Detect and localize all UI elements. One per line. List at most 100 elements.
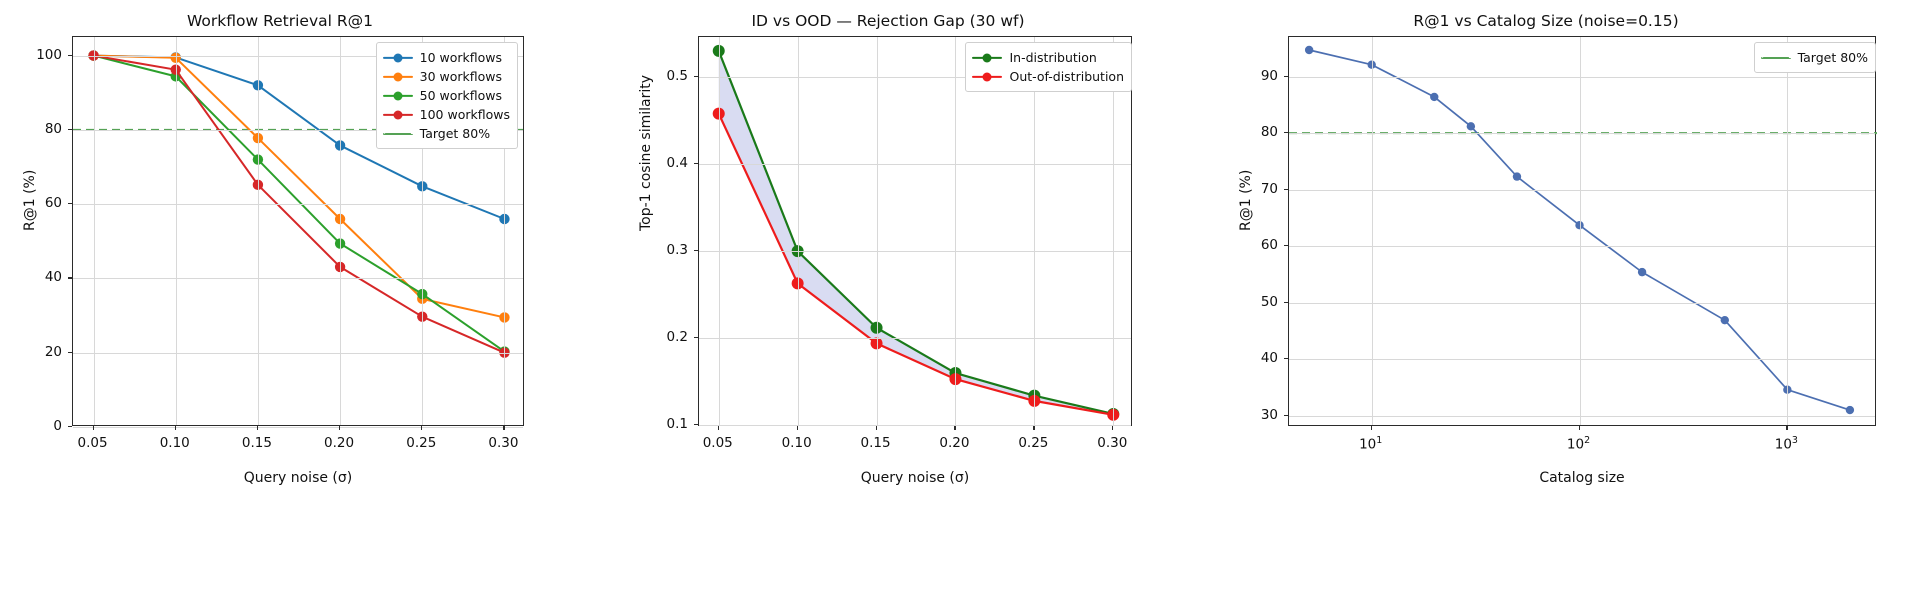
legend-item-label: 10 workflows <box>419 50 503 65</box>
y-tick-label: 100 <box>36 46 62 63</box>
x-tick-mark <box>1786 426 1788 430</box>
y-tick-label: 30 <box>1260 406 1278 423</box>
legend-item[interactable]: In-distribution <box>972 48 1124 67</box>
grid-line-vertical <box>955 37 957 425</box>
grid-line-horizontal <box>73 129 523 131</box>
panel-title: ID vs OOD — Rejection Gap (30 wf) <box>751 12 1025 30</box>
legend-item-label: Target 80% <box>1797 50 1868 65</box>
grid-line-horizontal <box>699 251 1131 253</box>
y-tick-mark <box>694 424 698 426</box>
legend-line-marker-icon <box>972 71 1003 83</box>
x-tick-mark <box>421 426 423 430</box>
plot-area <box>1288 36 1877 426</box>
y-tick-mark <box>694 250 698 252</box>
grid-line-vertical <box>1113 37 1115 425</box>
legend-item[interactable]: Out-of-distribution <box>972 67 1124 86</box>
x-tick-label: 0.10 <box>781 435 812 451</box>
y-tick-mark <box>68 277 72 279</box>
x-tick-mark <box>796 426 798 430</box>
x-axis-label: Catalog size <box>1539 470 1625 486</box>
legend-item[interactable]: Target 80% <box>1760 48 1868 67</box>
legend-item[interactable]: Target 80% <box>382 124 510 143</box>
x-axis-label: Query noise (σ) <box>243 470 353 486</box>
x-tick-label: 0.05 <box>77 435 108 451</box>
y-axis-label: R@1 (%) <box>22 169 38 231</box>
y-tick-label: 0.1 <box>666 416 688 433</box>
y-tick-mark <box>1284 132 1288 134</box>
legend-marker-dot <box>982 53 992 62</box>
grid-line-vertical <box>876 37 878 425</box>
legend-line-marker-icon <box>382 52 413 64</box>
x-tick-label: 0.30 <box>1097 435 1128 451</box>
x-tick-mark <box>717 426 719 430</box>
y-tick-mark <box>1284 414 1288 416</box>
legend-line-marker-icon <box>382 71 413 83</box>
panel-title: Workflow Retrieval R@1 <box>186 12 374 30</box>
legend-marker-dot <box>982 72 992 81</box>
x-tick-label: 0.15 <box>860 435 891 451</box>
y-tick-label: 20 <box>44 343 62 360</box>
grid-line-vertical <box>422 37 424 425</box>
legend[interactable]: 10 workflows 30 workflows 50 workflows 100 … <box>375 42 518 149</box>
legend-item[interactable]: 30 workflows <box>382 67 510 86</box>
grid-line-horizontal <box>1289 359 1875 361</box>
y-tick-mark <box>68 128 72 131</box>
data-point-marker[interactable] <box>1304 45 1314 55</box>
legend-item[interactable]: 50 workflows <box>382 86 510 105</box>
y-tick-label: 50 <box>1260 293 1278 310</box>
grid-line-vertical <box>504 37 506 425</box>
chart-panel-catalog-size: R@1 vs Catalog Size (noise=0.15) 30 40 50 6… <box>1216 0 1920 600</box>
x-tick-label: 0.05 <box>702 435 733 451</box>
series-line <box>717 112 1115 416</box>
y-axis-label: R@1 (%) <box>1238 169 1254 231</box>
x-tick-mark <box>1033 426 1035 430</box>
data-point-marker[interactable] <box>1466 122 1476 131</box>
panel-title: R@1 vs Catalog Size (noise=0.15) <box>1413 12 1679 30</box>
y-tick-label: 0.2 <box>666 329 688 346</box>
legend[interactable]: Target 80% <box>1753 42 1876 73</box>
legend-marker-dot <box>393 72 403 81</box>
y-tick-label: 40 <box>44 269 62 286</box>
legend-item-label: 50 workflows <box>419 88 503 103</box>
y-tick-label: 60 <box>44 195 62 212</box>
grid-line-horizontal <box>73 278 523 280</box>
grid-line-horizontal <box>1289 133 1875 135</box>
data-point-marker[interactable] <box>1512 172 1522 181</box>
data-point-marker[interactable] <box>1845 405 1855 415</box>
legend-line-marker-icon <box>382 90 413 102</box>
legend-dashed-line-icon <box>1760 52 1791 64</box>
y-tick-label: 80 <box>44 120 62 137</box>
data-point-marker[interactable] <box>1637 267 1647 277</box>
chart-panel-id-vs-ood: ID vs OOD — Rejection Gap (30 wf) 0.1 0.2… <box>608 0 1168 600</box>
y-tick-label: 0.3 <box>666 242 688 259</box>
y-tick-label: 90 <box>1260 67 1278 84</box>
y-tick-label: 80 <box>1260 124 1278 141</box>
legend-marker-dot <box>393 110 403 119</box>
series-line <box>717 49 1115 416</box>
grid-line-horizontal <box>699 77 1131 79</box>
legend-item[interactable]: 100 workflows <box>382 105 510 124</box>
grid-line-vertical <box>257 37 259 425</box>
y-tick-label: 0.4 <box>666 155 688 172</box>
grid-line-horizontal <box>73 427 523 428</box>
grid-line-horizontal <box>699 338 1131 340</box>
grid-line-horizontal <box>73 204 523 206</box>
grid-line-vertical <box>797 37 799 425</box>
data-point-marker[interactable] <box>1720 315 1729 325</box>
legend-item[interactable]: 10 workflows <box>382 48 510 67</box>
data-point-marker[interactable] <box>1430 92 1439 102</box>
x-tick-label: 0.15 <box>241 435 272 451</box>
legend-item-label: 30 workflows <box>419 69 503 84</box>
series-line <box>1308 49 1851 411</box>
x-tick-label: 0.30 <box>488 435 519 451</box>
grid-line-horizontal <box>73 55 523 57</box>
legend[interactable]: In-distribution Out-of-distribution <box>965 42 1132 92</box>
grid-line-horizontal <box>1289 415 1875 417</box>
y-tick-mark <box>1284 301 1288 303</box>
y-tick-mark <box>1284 188 1288 190</box>
grid-line-horizontal <box>699 164 1131 166</box>
x-tick-label: 101 <box>1359 435 1383 453</box>
x-tick-label: 0.20 <box>324 435 355 451</box>
x-tick-mark <box>1370 426 1372 430</box>
grid-line-horizontal <box>699 425 1131 427</box>
